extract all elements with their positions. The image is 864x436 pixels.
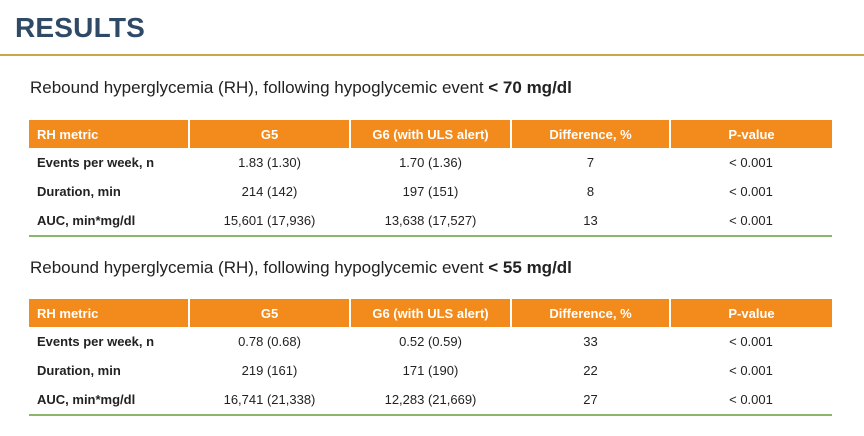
column-header-p-value: P-value [670,120,832,148]
table-row: Duration, min 214 (142) 197 (151) 8 < 0.… [29,177,832,206]
column-header-metric: RH metric [29,120,190,148]
page-title: RESULTS [15,12,145,43]
section-2-threshold: < 55 mg/dl [488,258,572,277]
table-row: Events per week, n 1.83 (1.30) 1.70 (1.3… [29,148,832,177]
cell-difference: 33 [583,334,598,349]
cell-g6: 13,638 (17,527) [350,206,511,237]
column-header-g5: G5 [189,120,351,148]
table-row: AUC, min*mg/dl 16,741 (21,338) 12,283 (2… [29,385,832,416]
cell-g5: 0.78 (0.68) [238,334,301,349]
section-2-subtitle-text: Rebound hyperglycemia (RH), following hy… [30,258,484,277]
section-1-subtitle: Rebound hyperglycemia (RH), following hy… [30,78,572,98]
row-label: Duration, min [37,184,121,199]
column-header-g6: G6 (with ULS alert) [350,299,512,327]
cell-p-value: < 0.001 [729,334,773,349]
results-table-55: RH metric G5 G6 (with ULS alert) Differe… [29,299,832,416]
table-header-row: RH metric G5 G6 (with ULS alert) Differe… [29,299,832,327]
title-divider [0,54,864,56]
cell-difference: 7 [586,155,595,170]
results-table-70: RH metric G5 G6 (with ULS alert) Differe… [29,120,832,237]
cell-p-value: < 0.001 [729,184,773,199]
cell-g6: 12,283 (21,669) [350,385,511,416]
cell-g6: 1.70 (1.36) [399,155,462,170]
row-label: Duration, min [37,363,121,378]
table-row: AUC, min*mg/dl 15,601 (17,936) 13,638 (1… [29,206,832,237]
cell-g5: 16,741 (21,338) [189,385,350,416]
cell-p-value: < 0.001 [729,363,773,378]
section-1-subtitle-text: Rebound hyperglycemia (RH), following hy… [30,78,484,97]
column-header-g5: G5 [189,299,351,327]
column-header-metric: RH metric [29,299,190,327]
section-2-subtitle: Rebound hyperglycemia (RH), following hy… [30,258,572,278]
cell-g6: 171 (190) [402,363,459,378]
row-label: Events per week, n [37,334,155,349]
cell-p-value: < 0.001 [729,155,773,170]
cell-g6: 197 (151) [402,184,459,199]
cell-g5: 15,601 (17,936) [189,206,350,237]
section-1-threshold: < 70 mg/dl [488,78,572,97]
cell-difference: 22 [583,363,598,378]
column-header-difference: Difference, % [511,120,671,148]
table-row: Events per week, n 0.78 (0.68) 0.52 (0.5… [29,327,832,356]
cell-difference: 13 [511,206,670,237]
cell-g6: 0.52 (0.59) [399,334,462,349]
cell-g5: 214 (142) [241,184,298,199]
cell-difference: 27 [511,385,670,416]
column-header-difference: Difference, % [511,299,671,327]
cell-p-value: < 0.001 [670,206,832,237]
cell-g5: 1.83 (1.30) [238,155,301,170]
column-header-p-value: P-value [670,299,832,327]
cell-g5: 219 (161) [241,363,298,378]
table-row: Duration, min 219 (161) 171 (190) 22 < 0… [29,356,832,385]
cell-p-value: < 0.001 [670,385,832,416]
cell-difference: 8 [586,184,595,199]
row-label: Events per week, n [37,155,155,170]
table-header-row: RH metric G5 G6 (with ULS alert) Differe… [29,120,832,148]
row-label: AUC, min*mg/dl [29,385,189,416]
row-label: AUC, min*mg/dl [29,206,189,237]
column-header-g6: G6 (with ULS alert) [350,120,512,148]
